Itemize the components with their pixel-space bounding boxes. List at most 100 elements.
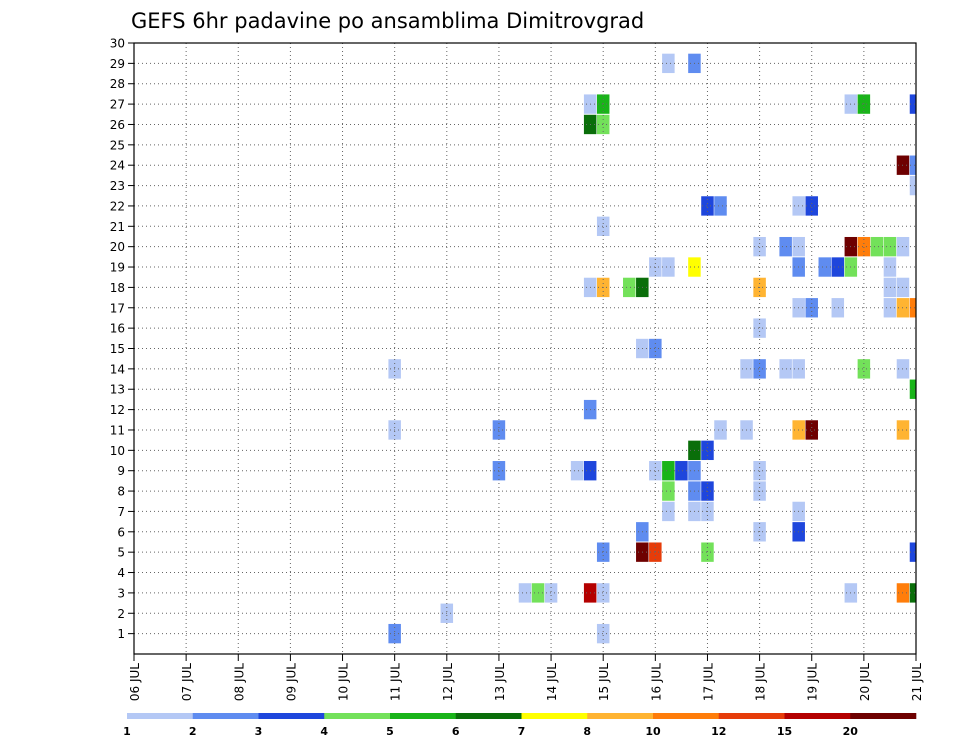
x-tick-label: 20 JUL (858, 663, 872, 701)
colorbar-label: 2 (189, 725, 197, 738)
heatmap-cell (675, 461, 688, 481)
colorbar-swatch (521, 713, 588, 719)
x-tick-label: 06 JUL (128, 663, 142, 701)
heatmap-cell (662, 501, 675, 522)
heatmap-cell (753, 318, 766, 338)
x-tick-label: 12 JUL (441, 663, 455, 701)
y-tick-label: 10 (110, 444, 125, 458)
heatmap-cell (883, 298, 897, 318)
colorbar-label: 20 (843, 725, 859, 738)
colorbar-label: 10 (645, 725, 661, 738)
heatmap-cell (909, 175, 916, 196)
heatmap-cell (701, 542, 714, 562)
heatmap-cell (596, 583, 610, 603)
x-tick-label: 17 JUL (701, 663, 715, 701)
heatmap-cell (909, 298, 916, 318)
heatmap-cell (883, 236, 897, 257)
heatmap-cell (857, 359, 871, 379)
chart-title: GEFS 6hr padavine po ansamblima Dimitrov… (131, 9, 644, 33)
y-tick-label: 25 (110, 138, 125, 152)
y-tick-label: 29 (110, 57, 125, 71)
y-tick-label: 21 (110, 220, 125, 234)
x-tick-label: 13 JUL (493, 663, 507, 701)
heatmap-cell (570, 461, 584, 481)
x-tick-label: 07 JUL (180, 663, 194, 701)
colorbar-swatch (390, 713, 457, 719)
x-tick-label: 19 JUL (806, 663, 820, 701)
heatmap-cell (753, 461, 766, 481)
y-tick-label: 7 (117, 505, 125, 519)
heatmap-cell (818, 257, 832, 277)
y-tick-label: 15 (110, 342, 125, 356)
heatmap-cell (596, 623, 610, 644)
y-tick-label: 12 (110, 403, 125, 417)
colorbar: 1 2 3 4 5 6 7 8 10 12 15 20 (123, 713, 917, 738)
heatmap-cell (701, 196, 714, 216)
x-tick-label: 15 JUL (597, 663, 611, 701)
y-tick-label: 5 (117, 546, 125, 560)
heatmap-cell (662, 461, 675, 481)
y-tick-label: 16 (110, 322, 125, 336)
colorbar-label: 1 (123, 725, 131, 738)
y-tick-label: 9 (117, 464, 125, 478)
heatmap-cell (649, 338, 662, 359)
y-tick-label: 14 (110, 362, 125, 376)
x-tick-label: 09 JUL (284, 663, 298, 701)
grid-layer (134, 43, 916, 654)
heatmap-cell (909, 583, 916, 603)
x-tick-label: 11 JUL (389, 663, 403, 701)
x-axis: 06 JUL 07 JUL 08 JUL 09 JUL 10 JUL 11 JUL 12 J… (128, 654, 924, 701)
colorbar-swatch (653, 713, 720, 719)
x-tick-label: 21 JUL (910, 663, 924, 701)
x-tick-label: 18 JUL (754, 663, 768, 701)
colorbar-label: 12 (711, 725, 726, 738)
y-tick-label: 13 (110, 383, 125, 397)
heatmap-cell (596, 114, 610, 135)
y-tick-label: 1 (117, 627, 125, 641)
y-tick-label: 26 (110, 118, 125, 132)
y-tick-label: 17 (110, 301, 125, 315)
y-tick-label: 8 (117, 485, 125, 499)
heatmap-cell (596, 542, 610, 562)
colorbar-label: 6 (452, 725, 460, 738)
y-tick-label: 24 (110, 159, 125, 173)
heatmap-cell (857, 94, 871, 114)
colorbar-label: 5 (386, 725, 394, 738)
x-tick-label: 08 JUL (232, 663, 246, 701)
heatmap-cell (662, 53, 675, 74)
y-tick-label: 28 (110, 77, 125, 91)
heatmap-cell (857, 236, 871, 257)
heatmap-cell (870, 236, 884, 257)
heatmap-cell (909, 542, 916, 562)
y-tick-label: 18 (110, 281, 125, 295)
heatmap-cell (909, 155, 916, 175)
colorbar-swatch (455, 713, 522, 719)
colorbar-label: 15 (777, 725, 792, 738)
colorbar-label: 3 (255, 725, 263, 738)
cells-layer (388, 53, 916, 644)
x-tick-label: 16 JUL (649, 663, 663, 701)
heatmap-cell (909, 379, 916, 399)
heatmap-cell (701, 440, 714, 461)
colorbar-label: 8 (583, 725, 591, 738)
heatmap-cell (753, 359, 766, 379)
heatmap-cell (909, 94, 916, 114)
heatmap-cell (831, 257, 845, 277)
heatmap-cell (714, 196, 727, 216)
heatmap-cell (805, 196, 818, 216)
colorbar-swatch (850, 713, 917, 719)
y-tick-label: 6 (117, 525, 125, 539)
heatmap-cell (596, 94, 610, 114)
y-tick-label: 11 (110, 423, 125, 437)
heatmap-cell (883, 257, 897, 277)
heatmap-cell (883, 277, 897, 298)
y-tick-label: 22 (110, 199, 125, 213)
heatmap-cell (518, 583, 532, 603)
colorbar-label: 7 (518, 725, 526, 738)
x-tick-label: 14 JUL (545, 663, 559, 701)
colorbar-label: 4 (320, 725, 328, 738)
y-tick-label: 20 (110, 240, 125, 254)
y-tick-label: 2 (117, 607, 125, 621)
heatmap-cell (714, 420, 727, 440)
